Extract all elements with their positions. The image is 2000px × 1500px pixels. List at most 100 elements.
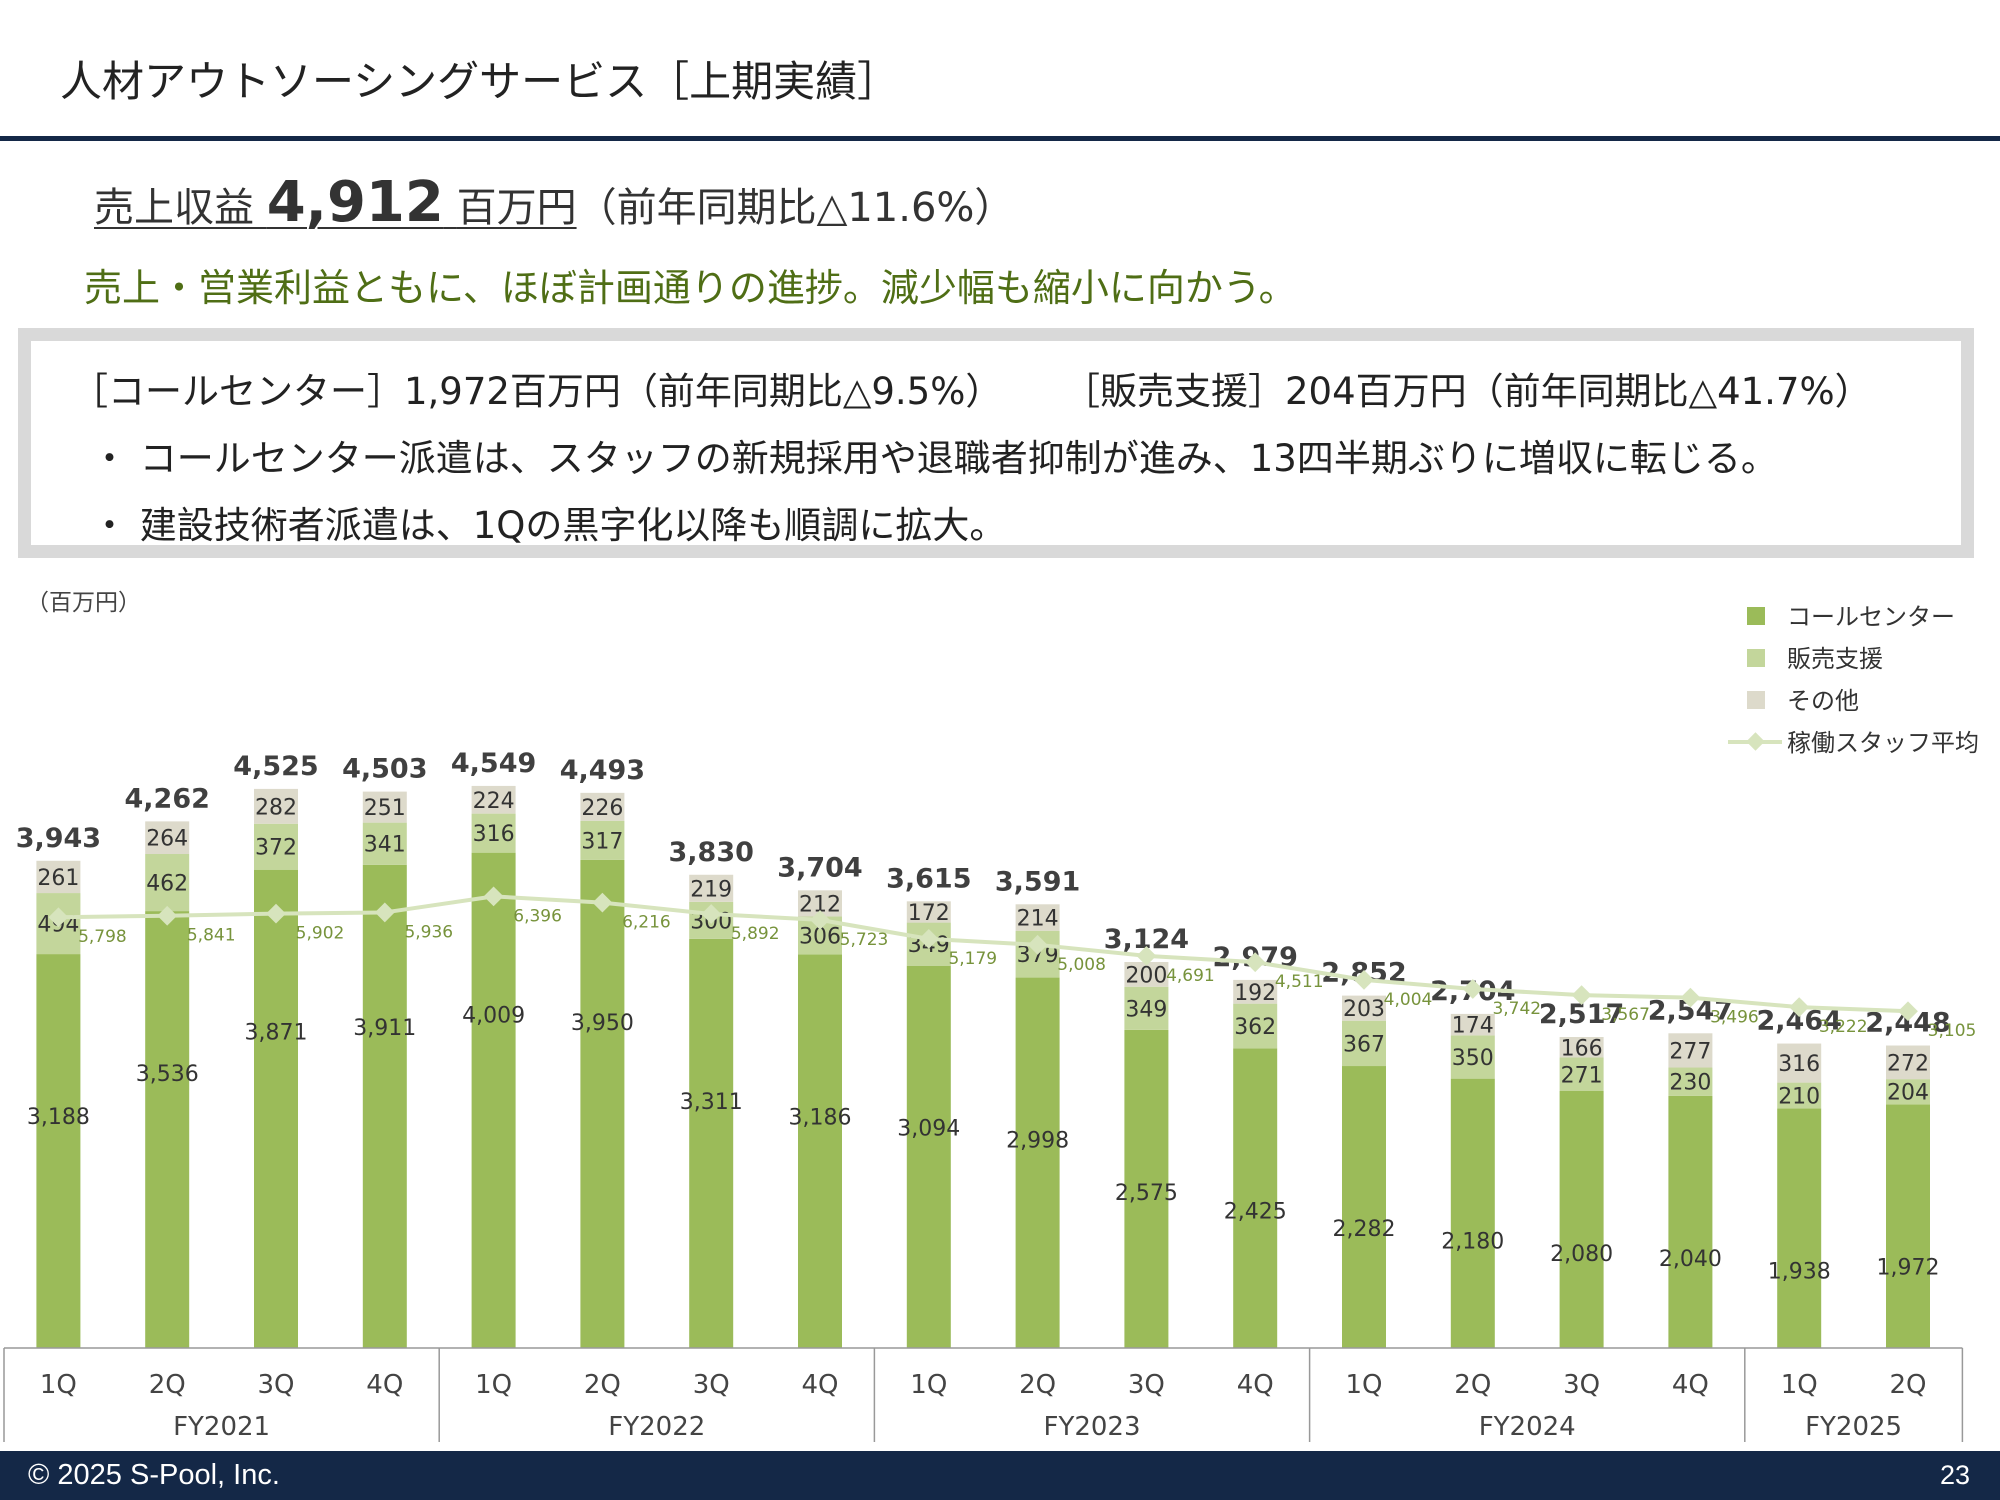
callcenter-value-label: 1,972 bbox=[1877, 1255, 1940, 1280]
category-label: 1Q bbox=[40, 1370, 77, 1400]
bar-segment bbox=[145, 911, 190, 1348]
staff-value-label: 3,742 bbox=[1492, 999, 1541, 1019]
bar-segment bbox=[1886, 1045, 1930, 1080]
total-label: 4,525 bbox=[233, 751, 318, 782]
unit-label: （百万円） bbox=[26, 590, 141, 616]
bar-segment bbox=[1559, 1057, 1604, 1091]
total-label: 3,943 bbox=[16, 823, 101, 854]
staff-value-label: 3,496 bbox=[1710, 1008, 1759, 1028]
revenue-comparison: （前年同期比△11.6%） bbox=[576, 185, 1015, 231]
staff-point bbox=[1789, 997, 1810, 1018]
segment-value-label: 317 bbox=[581, 829, 623, 854]
bar-segment bbox=[1668, 1067, 1713, 1096]
bar-segment bbox=[1886, 1104, 1930, 1348]
total-label: 4,549 bbox=[451, 748, 536, 779]
total-label: 4,262 bbox=[124, 783, 209, 814]
staff-point bbox=[266, 903, 286, 924]
total-label: 3,615 bbox=[886, 863, 971, 894]
legend-label: その他 bbox=[1787, 687, 1859, 715]
category-label: 2Q bbox=[149, 1370, 186, 1400]
segment-value-label: 350 bbox=[1452, 1046, 1494, 1071]
category-label: 3Q bbox=[1563, 1370, 1600, 1400]
callcenter-value-label: 2,282 bbox=[1333, 1217, 1396, 1242]
staff-value-label: 3,222 bbox=[1819, 1017, 1868, 1037]
segment-value-label: 341 bbox=[364, 833, 406, 858]
segment-value-label: 210 bbox=[1778, 1085, 1820, 1110]
category-label: 2Q bbox=[1889, 1370, 1926, 1400]
page-title: 人材アウトソーシングサービス［上期実績］ bbox=[60, 57, 900, 106]
segment-value-label: 214 bbox=[1017, 907, 1059, 932]
callcenter-value-label: 1,938 bbox=[1768, 1260, 1831, 1285]
category-label: 3Q bbox=[257, 1370, 294, 1400]
bar-segment bbox=[1124, 986, 1169, 1030]
staff-point bbox=[483, 886, 504, 907]
bar-segment bbox=[689, 874, 734, 902]
segment-value-label: 230 bbox=[1669, 1071, 1711, 1096]
bar-segment bbox=[580, 859, 625, 1348]
callcenter-value-label: 2,180 bbox=[1441, 1230, 1504, 1255]
segment-value-label: 172 bbox=[908, 901, 950, 926]
bar-segment bbox=[362, 864, 407, 1348]
staff-point bbox=[1571, 985, 1592, 1006]
total-label: 3,704 bbox=[777, 852, 862, 883]
staff-value-label: 4,004 bbox=[1384, 990, 1433, 1010]
bar-segment bbox=[580, 820, 625, 860]
callcenter-value-label: 3,536 bbox=[136, 1062, 199, 1087]
callcenter-value-label: 3,186 bbox=[789, 1105, 852, 1130]
staff-point bbox=[592, 892, 613, 913]
segment-value-label: 367 bbox=[1343, 1032, 1385, 1057]
staff-point bbox=[1898, 1001, 1918, 1022]
segment-sales-support: ［販売支援］204百万円（前年同期比△41.7%） bbox=[1063, 370, 1872, 413]
bar-segment bbox=[36, 860, 81, 894]
callcenter-value-label: 3,950 bbox=[571, 1011, 634, 1036]
staff-point bbox=[1354, 969, 1374, 990]
bar-segment bbox=[362, 791, 407, 823]
segment-value-label: 174 bbox=[1452, 1014, 1494, 1039]
bar-segment bbox=[471, 852, 516, 1348]
segment-bullet-2: ・ 建設技術者派遣は、1Qの黒字化以降も順調に拡大。 bbox=[91, 504, 1007, 547]
callcenter-value-label: 2,425 bbox=[1224, 1199, 1287, 1224]
category-label: 1Q bbox=[1345, 1370, 1382, 1400]
staff-value-label: 3,567 bbox=[1601, 1005, 1650, 1025]
title-rule bbox=[0, 136, 2000, 141]
segment-value-label: 362 bbox=[1234, 1015, 1276, 1040]
bar-segment bbox=[362, 822, 407, 865]
fiscal-year-label: FY2023 bbox=[1043, 1412, 1140, 1442]
copyright: © 2025 S-Pool, Inc. bbox=[28, 1459, 280, 1491]
bar-segment bbox=[1886, 1079, 1930, 1105]
bar-segment bbox=[36, 954, 81, 1348]
callcenter-value-label: 3,311 bbox=[680, 1090, 743, 1115]
category-label: 4Q bbox=[366, 1370, 403, 1400]
category-label: 4Q bbox=[1237, 1370, 1274, 1400]
fiscal-year-label: FY2022 bbox=[608, 1412, 705, 1442]
staff-value-label: 5,008 bbox=[1057, 955, 1106, 975]
segment-value-label: 251 bbox=[364, 796, 406, 821]
bar-segment bbox=[1668, 1095, 1713, 1348]
staff-value-label: 5,902 bbox=[296, 924, 345, 944]
segment-value-label: 264 bbox=[146, 827, 188, 852]
category-label: 4Q bbox=[1672, 1370, 1709, 1400]
staff-value-label: 5,798 bbox=[78, 927, 127, 947]
segment-bullet-1: ・ コールセンター派遣は、スタッフの新規採用や退職者抑制が進み、13四半期ぶりに… bbox=[91, 437, 1778, 480]
category-label: 1Q bbox=[910, 1370, 947, 1400]
bar-segment bbox=[1233, 1003, 1278, 1049]
bar-segment bbox=[1342, 1020, 1386, 1067]
staff-value-label: 6,216 bbox=[622, 913, 671, 933]
staff-value-label: 5,841 bbox=[187, 926, 236, 946]
category-label: 1Q bbox=[1781, 1370, 1818, 1400]
callcenter-value-label: 2,998 bbox=[1006, 1129, 1069, 1154]
callcenter-value-label: 3,871 bbox=[245, 1021, 308, 1046]
category-label: 2Q bbox=[584, 1370, 621, 1400]
bar-segment bbox=[254, 823, 298, 870]
staff-point bbox=[1245, 952, 1266, 973]
footer: © 2025 S-Pool, Inc. 23 bbox=[0, 1451, 2000, 1500]
category-label: 2Q bbox=[1454, 1370, 1491, 1400]
bar-segment bbox=[254, 869, 298, 1348]
bar-segment bbox=[145, 854, 190, 912]
segment-value-label: 282 bbox=[255, 795, 297, 820]
bar-segment bbox=[1015, 904, 1060, 931]
bar-segment bbox=[1777, 1043, 1822, 1083]
legend-marker bbox=[1746, 732, 1765, 751]
segment-value-label: 224 bbox=[473, 789, 515, 814]
